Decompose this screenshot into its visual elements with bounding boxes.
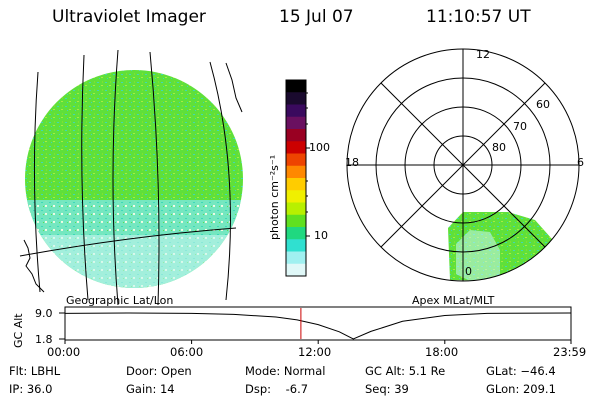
colorbar-swatch: [286, 129, 306, 142]
coastline-outline: [23, 62, 243, 293]
colorbar-swatch: [286, 116, 306, 130]
ytick-label-top: 9.0: [35, 307, 53, 320]
mlat-label-70: 70: [513, 120, 527, 133]
time-label: 11:10:57 UT: [426, 7, 531, 27]
colorbar-swatch: [286, 214, 306, 228]
colorbar-swatch: [286, 104, 306, 118]
polar-plot: [346, 48, 580, 282]
status-mode: Mode: Normal: [245, 364, 326, 378]
xtick-label-1200: 12:00: [298, 345, 332, 359]
xtick-label-1800: 18:00: [425, 345, 459, 359]
status-filter: Flt: LBHL: [9, 364, 61, 378]
colorbar-swatch: [286, 153, 306, 167]
colorbar-label-100: 100: [309, 141, 330, 154]
status-glat: GLat: −46.4: [486, 364, 556, 378]
mlt-label-0: 0: [465, 265, 472, 278]
x-ticks: [64, 340, 572, 344]
status-gain: Gain: 14: [126, 382, 175, 396]
mlt-label-6: 6: [577, 156, 584, 169]
chart-frame: [64, 306, 572, 341]
colorbar-swatches: [286, 80, 306, 277]
colorbar-swatch: [286, 141, 306, 154]
date-label: 15 Jul 07: [279, 7, 354, 27]
colorbar-swatch: [286, 80, 306, 93]
colorbar-frame: [285, 79, 307, 277]
colorbar-swatch: [286, 190, 306, 203]
altitude-chart: [59, 306, 572, 344]
colorbar-swatch: [286, 263, 306, 277]
colorbar-swatch: [286, 178, 306, 191]
colorbar-swatch: [286, 92, 306, 105]
status-door: Door: Open: [126, 364, 192, 378]
xtick-label-2359: 23:59: [553, 345, 587, 359]
image-lower-band-faint: [25, 235, 243, 288]
colorbar-swatch: [286, 251, 306, 265]
ytick-label-bottom: 1.8: [35, 333, 53, 346]
colorbar-label-10: 10: [314, 229, 328, 242]
lat-lon-grid: [19, 49, 237, 306]
geographic-image: [19, 49, 243, 306]
status-dsp: Dsp: -6.7: [245, 382, 309, 396]
colorbar-swatch: [286, 165, 306, 179]
status-glon: GLon: 209.1: [486, 382, 556, 396]
polar-grid: [346, 48, 580, 282]
colorbar-unit-label: photon cm⁻²s⁻¹: [268, 154, 281, 240]
right-panel-caption: Apex MLat/MLT: [412, 294, 495, 307]
y-axis-label: GC Alt: [12, 313, 25, 348]
instrument-title: Ultraviolet Imager: [52, 7, 206, 27]
colorbar-swatch: [286, 239, 306, 252]
left-panel-caption: Geographic Lat/Lon: [66, 294, 174, 307]
colorbar-swatch: [286, 202, 306, 216]
mlt-label-12: 12: [476, 48, 490, 61]
auroral-faint-region: [456, 230, 500, 281]
colorbar-swatch: [286, 227, 306, 240]
mlt-label-18: 18: [345, 156, 359, 169]
altitude-series: [64, 312, 572, 340]
mlat-label-80: 80: [492, 141, 506, 154]
status-gc-alt: GC Alt: 5.1 Re: [365, 364, 446, 378]
altitude-line: [64, 312, 572, 340]
status-ip: IP: 36.0: [9, 382, 53, 396]
colorbar: [285, 79, 310, 277]
xtick-label-0600: 06:00: [170, 345, 204, 359]
status-seq: Seq: 39: [365, 382, 409, 396]
xtick-label-0000: 00:00: [47, 345, 81, 359]
mlat-label-60: 60: [536, 98, 550, 111]
